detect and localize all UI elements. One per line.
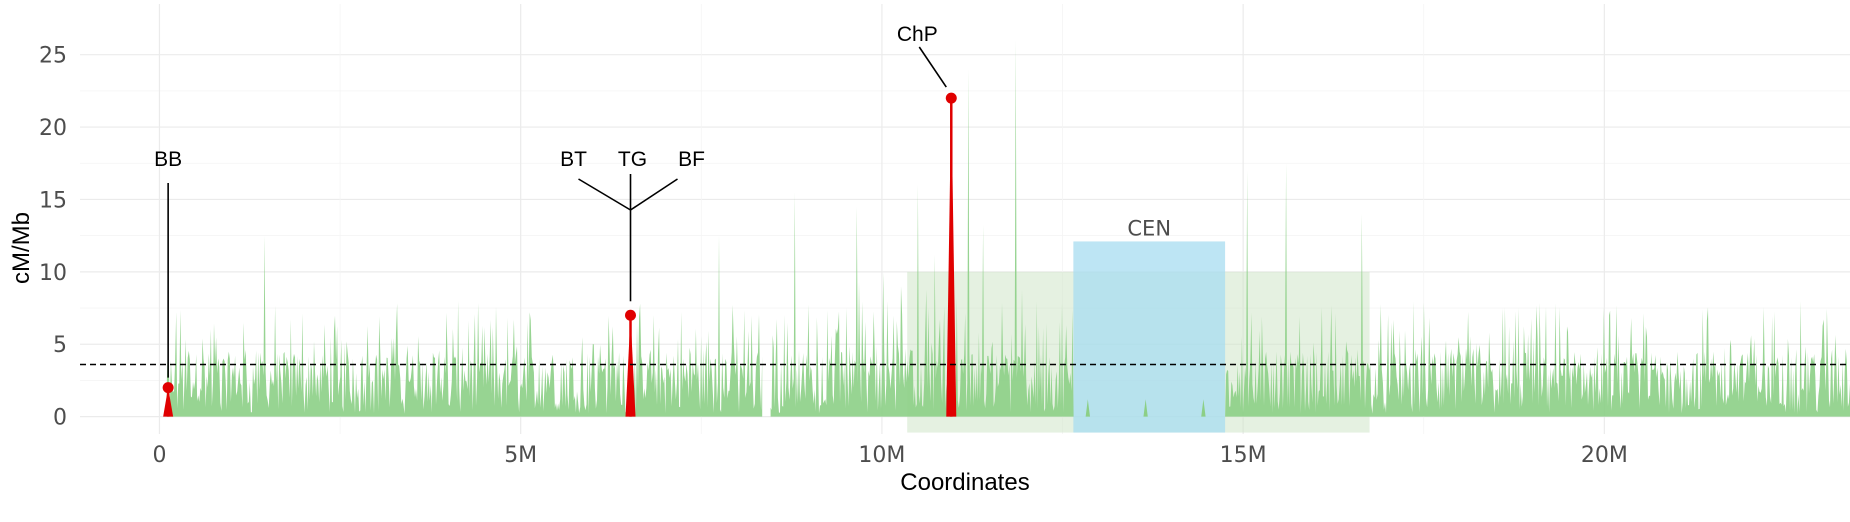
- centromere-label: CEN: [1127, 216, 1171, 240]
- highlight-point: [945, 92, 957, 104]
- recombination-area: [166, 235, 763, 417]
- y-tick-label: 0: [53, 406, 67, 431]
- annotation-label: TG: [618, 148, 647, 171]
- recombination-area: [1085, 399, 1090, 417]
- tick-layer: 0 5 10 15 20 25 0 5M 10M 15M 20M: [39, 44, 1628, 468]
- highlight-point: [625, 309, 637, 321]
- annotation-layer: CEN BB BT TG BF ChP: [154, 23, 1171, 378]
- annotation-label: BB: [154, 148, 182, 171]
- annotation-label: BF: [678, 148, 705, 171]
- annotation-leader: [630, 178, 678, 211]
- annotation-label: BT: [560, 148, 587, 171]
- y-tick-label: 20: [39, 116, 67, 141]
- y-tick-label: 10: [39, 261, 67, 286]
- recombination-area: [1201, 399, 1206, 417]
- centromere-region: [1073, 241, 1226, 433]
- y-axis-title: cM/Mb: [8, 212, 35, 284]
- x-tick-label: 10M: [858, 443, 905, 468]
- y-tick-label: 25: [39, 44, 67, 69]
- area-layer: [166, 40, 1850, 417]
- x-axis-title: Coordinates: [900, 469, 1029, 496]
- x-tick-label: 5M: [504, 443, 537, 468]
- recombination-area: [770, 40, 1850, 417]
- y-tick-label: 15: [39, 188, 67, 213]
- x-tick-label: 15M: [1220, 443, 1267, 468]
- highlight-layer: [162, 92, 957, 417]
- x-tick-label: 0: [152, 443, 166, 468]
- annotation-label: ChP: [897, 23, 938, 46]
- annotation-leader: [918, 46, 947, 88]
- highlight-point: [162, 382, 174, 394]
- y-tick-label: 5: [53, 333, 67, 358]
- x-tick-label: 20M: [1581, 443, 1628, 468]
- annotation-leader: [578, 178, 631, 211]
- recombination-area: [1143, 399, 1148, 417]
